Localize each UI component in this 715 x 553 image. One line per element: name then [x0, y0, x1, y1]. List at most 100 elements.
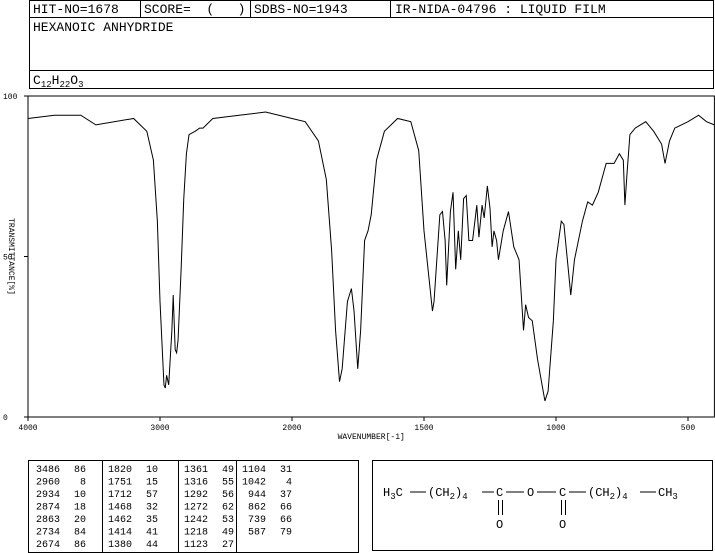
- peak-transmittance: 44: [146, 540, 158, 551]
- x-tick-label: 4000: [18, 424, 37, 433]
- peak-transmittance: 86: [74, 540, 86, 551]
- atom: O: [496, 518, 503, 532]
- peak-wavenumber: 1316: [184, 478, 208, 489]
- subscript: 4: [622, 492, 627, 502]
- peak-wavenumber: 862: [248, 503, 266, 514]
- peak-wavenumber: 2674: [36, 540, 60, 551]
- atom: H: [383, 486, 390, 500]
- x-tick-label: 2000: [282, 424, 301, 433]
- peak-transmittance: 53: [222, 515, 234, 526]
- subscript: 3: [390, 492, 395, 502]
- y-axis-label: TRANSMITTANCE[%]: [6, 218, 15, 295]
- peak-wavenumber: 2734: [36, 528, 60, 539]
- peak-transmittance: 41: [146, 528, 158, 539]
- formula-element: C: [33, 73, 41, 88]
- peak-wavenumber: 1468: [108, 503, 132, 514]
- compound-name: HEXANOIC ANHYDRIDE: [33, 20, 174, 35]
- peak-transmittance: 37: [280, 490, 292, 501]
- hit-no: HIT-NO=1678: [33, 2, 119, 17]
- formula-subscript: 22: [59, 80, 70, 90]
- subscript: 3: [672, 492, 677, 502]
- x-axis-label: WAVENUMBER[-1]: [338, 433, 405, 442]
- peak-transmittance: 66: [280, 503, 292, 514]
- peak-transmittance: 27: [222, 540, 234, 551]
- atom: O: [559, 518, 566, 532]
- peak-transmittance: 35: [146, 515, 158, 526]
- structure-group: CH3: [658, 486, 678, 502]
- peak-transmittance: 20: [74, 515, 86, 526]
- peak-wavenumber: 1104: [242, 465, 266, 476]
- atom: (CH: [428, 486, 450, 500]
- peak-transmittance: 62: [222, 503, 234, 514]
- peak-transmittance: 56: [222, 490, 234, 501]
- peak-wavenumber: 1820: [108, 465, 132, 476]
- peak-transmittance: 10: [74, 490, 86, 501]
- peak-wavenumber: 2874: [36, 503, 60, 514]
- spectrum-line: [27, 111, 715, 402]
- x-tick-label: 3000: [150, 424, 169, 433]
- structure-group: (CH2)4: [588, 486, 628, 502]
- formula-subscript: 3: [78, 80, 83, 90]
- peak-wavenumber: 944: [248, 490, 266, 501]
- peak-transmittance: 57: [146, 490, 158, 501]
- peak-wavenumber: 1462: [108, 515, 132, 526]
- x-tick-label: 1500: [414, 424, 433, 433]
- atom: (CH: [588, 486, 610, 500]
- peak-transmittance: 49: [222, 465, 234, 476]
- peak-transmittance: 18: [74, 503, 86, 514]
- peak-transmittance: 55: [222, 478, 234, 489]
- peak-transmittance: 66: [280, 515, 292, 526]
- peak-wavenumber: 739: [248, 515, 266, 526]
- formula-subscript: 12: [41, 80, 52, 90]
- atom: ): [455, 486, 462, 500]
- formula-element: H: [52, 73, 60, 88]
- peak-wavenumber: 3486: [36, 465, 60, 476]
- peak-transmittance: 84: [74, 528, 86, 539]
- peak-wavenumber: 1272: [184, 503, 208, 514]
- peak-wavenumber: 1751: [108, 478, 132, 489]
- x-tick-label: 1000: [546, 424, 565, 433]
- peak-wavenumber: 587: [248, 528, 266, 539]
- subscript: 4: [462, 492, 467, 502]
- atom: CH: [658, 486, 672, 500]
- atom: C: [496, 486, 503, 500]
- structure-group: H3C: [383, 486, 403, 502]
- peak-transmittance: 86: [74, 465, 86, 476]
- formula-element: O: [70, 73, 78, 88]
- y-tick-label: 50: [3, 254, 13, 263]
- peak-wavenumber: 1414: [108, 528, 132, 539]
- peak-transmittance: 31: [280, 465, 292, 476]
- structure-group: (CH2)4: [428, 486, 468, 502]
- subscript: 2: [610, 492, 615, 502]
- atom: O: [527, 486, 534, 500]
- peak-wavenumber: 1042: [242, 478, 266, 489]
- atom: C: [559, 486, 566, 500]
- peak-transmittance: 10: [146, 465, 158, 476]
- peak-transmittance: 49: [222, 528, 234, 539]
- peak-wavenumber: 1242: [184, 515, 208, 526]
- sdbs-no: SDBS-NO=1943: [254, 2, 348, 17]
- subscript: 2: [450, 492, 455, 502]
- header: [29, 0, 714, 89]
- y-tick-label: 100: [3, 93, 18, 102]
- peak-wavenumber: 2934: [36, 490, 60, 501]
- peak-wavenumber: 1712: [108, 490, 132, 501]
- y-tick-label: 0: [3, 414, 8, 423]
- ir-id: IR-NIDA-04796 : LIQUID FILM: [395, 2, 606, 17]
- peak-wavenumber: 1218: [184, 528, 208, 539]
- peak-wavenumber: 1123: [184, 540, 208, 551]
- peak-wavenumber: 2863: [36, 515, 60, 526]
- formula: C12H22O3: [33, 73, 83, 90]
- peak-wavenumber: 1380: [108, 540, 132, 551]
- peak-wavenumber: 2960: [36, 478, 60, 489]
- atom: ): [615, 486, 622, 500]
- structure-box: [372, 460, 713, 551]
- peak-transmittance: 15: [146, 478, 158, 489]
- structure: H3C (CH2)4 C O C (CH2)4 CH3 O O: [383, 486, 678, 532]
- peak-wavenumber: 1361: [184, 465, 208, 476]
- peak-transmittance: 79: [280, 528, 292, 539]
- peak-transmittance: 4: [286, 478, 292, 489]
- peak-wavenumber: 1292: [184, 490, 208, 501]
- peak-transmittance: 8: [80, 478, 86, 489]
